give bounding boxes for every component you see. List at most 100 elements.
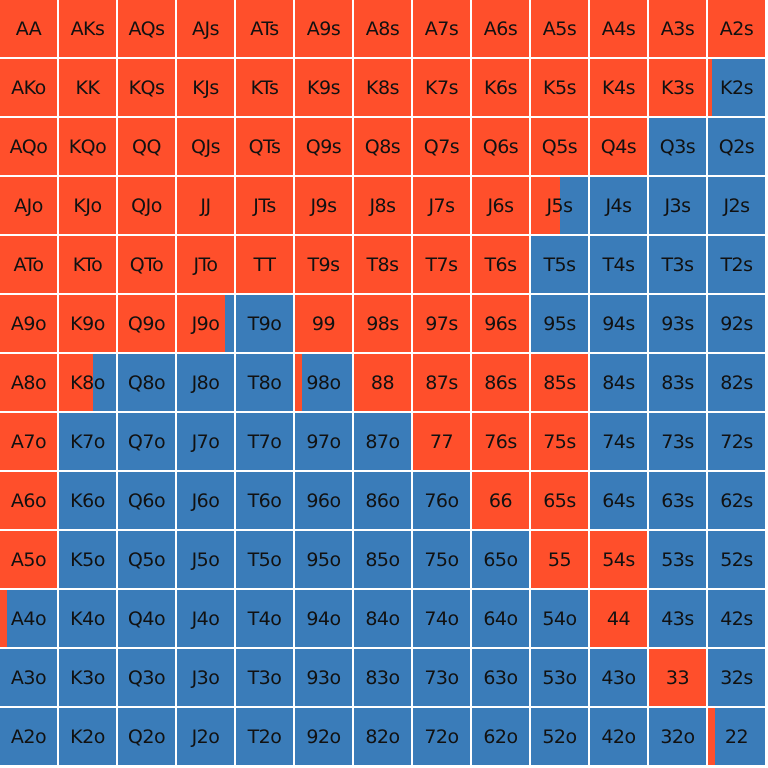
hand-cell-82o[interactable]: 82o <box>354 708 411 765</box>
hand-cell-22[interactable]: 22 <box>708 708 765 765</box>
hand-cell-q7o[interactable]: Q7o <box>118 413 175 470</box>
hand-cell-t2s[interactable]: T2s <box>708 236 765 293</box>
hand-cell-86s[interactable]: 86s <box>472 354 529 411</box>
hand-cell-jto[interactable]: JTo <box>177 236 234 293</box>
hand-cell-t9o[interactable]: T9o <box>236 295 293 352</box>
hand-cell-k5s[interactable]: K5s <box>531 59 588 116</box>
hand-cell-t8o[interactable]: T8o <box>236 354 293 411</box>
hand-cell-ats[interactable]: ATs <box>236 0 293 57</box>
hand-cell-q8s[interactable]: Q8s <box>354 118 411 175</box>
hand-cell-62o[interactable]: 62o <box>472 708 529 765</box>
hand-cell-64s[interactable]: 64s <box>590 472 647 529</box>
hand-cell-43s[interactable]: 43s <box>649 590 706 647</box>
hand-cell-98s[interactable]: 98s <box>354 295 411 352</box>
hand-cell-82s[interactable]: 82s <box>708 354 765 411</box>
hand-cell-a3s[interactable]: A3s <box>649 0 706 57</box>
hand-cell-aqo[interactable]: AQo <box>0 118 57 175</box>
hand-cell-73o[interactable]: 73o <box>413 649 470 706</box>
hand-cell-j3o[interactable]: J3o <box>177 649 234 706</box>
hand-cell-k5o[interactable]: K5o <box>59 531 116 588</box>
hand-cell-54s[interactable]: 54s <box>590 531 647 588</box>
hand-cell-k2s[interactable]: K2s <box>708 59 765 116</box>
hand-cell-q5o[interactable]: Q5o <box>118 531 175 588</box>
hand-cell-92s[interactable]: 92s <box>708 295 765 352</box>
hand-cell-ako[interactable]: AKo <box>0 59 57 116</box>
hand-cell-k8o[interactable]: K8o <box>59 354 116 411</box>
hand-cell-kk[interactable]: KK <box>59 59 116 116</box>
hand-cell-q9s[interactable]: Q9s <box>295 118 352 175</box>
hand-cell-97o[interactable]: 97o <box>295 413 352 470</box>
hand-cell-j6s[interactable]: J6s <box>472 177 529 234</box>
hand-cell-j2o[interactable]: J2o <box>177 708 234 765</box>
hand-cell-q8o[interactable]: Q8o <box>118 354 175 411</box>
hand-cell-q6o[interactable]: Q6o <box>118 472 175 529</box>
hand-cell-85s[interactable]: 85s <box>531 354 588 411</box>
hand-cell-a6s[interactable]: A6s <box>472 0 529 57</box>
hand-cell-q2s[interactable]: Q2s <box>708 118 765 175</box>
hand-cell-a8o[interactable]: A8o <box>0 354 57 411</box>
hand-cell-qjs[interactable]: QJs <box>177 118 234 175</box>
hand-cell-92o[interactable]: 92o <box>295 708 352 765</box>
hand-cell-94o[interactable]: 94o <box>295 590 352 647</box>
hand-cell-kjs[interactable]: KJs <box>177 59 234 116</box>
hand-cell-aa[interactable]: AA <box>0 0 57 57</box>
hand-cell-98o[interactable]: 98o <box>295 354 352 411</box>
hand-cell-k6s[interactable]: K6s <box>472 59 529 116</box>
hand-cell-66[interactable]: 66 <box>472 472 529 529</box>
hand-cell-kjo[interactable]: KJo <box>59 177 116 234</box>
hand-cell-65o[interactable]: 65o <box>472 531 529 588</box>
hand-cell-84o[interactable]: 84o <box>354 590 411 647</box>
hand-cell-85o[interactable]: 85o <box>354 531 411 588</box>
hand-cell-j5s[interactable]: J5s <box>531 177 588 234</box>
hand-cell-ajs[interactable]: AJs <box>177 0 234 57</box>
hand-cell-ato[interactable]: ATo <box>0 236 57 293</box>
hand-cell-k6o[interactable]: K6o <box>59 472 116 529</box>
hand-cell-k7o[interactable]: K7o <box>59 413 116 470</box>
hand-cell-93o[interactable]: 93o <box>295 649 352 706</box>
hand-cell-a4s[interactable]: A4s <box>590 0 647 57</box>
hand-cell-32o[interactable]: 32o <box>649 708 706 765</box>
hand-cell-q2o[interactable]: Q2o <box>118 708 175 765</box>
hand-cell-qts[interactable]: QTs <box>236 118 293 175</box>
hand-cell-83o[interactable]: 83o <box>354 649 411 706</box>
hand-cell-k7s[interactable]: K7s <box>413 59 470 116</box>
hand-cell-43o[interactable]: 43o <box>590 649 647 706</box>
hand-cell-ajo[interactable]: AJo <box>0 177 57 234</box>
hand-cell-kqs[interactable]: KQs <box>118 59 175 116</box>
hand-cell-t8s[interactable]: T8s <box>354 236 411 293</box>
hand-cell-k9o[interactable]: K9o <box>59 295 116 352</box>
hand-cell-33[interactable]: 33 <box>649 649 706 706</box>
hand-cell-qto[interactable]: QTo <box>118 236 175 293</box>
hand-cell-j6o[interactable]: J6o <box>177 472 234 529</box>
hand-cell-76o[interactable]: 76o <box>413 472 470 529</box>
hand-cell-qjo[interactable]: QJo <box>118 177 175 234</box>
hand-cell-t6s[interactable]: T6s <box>472 236 529 293</box>
hand-cell-k9s[interactable]: K9s <box>295 59 352 116</box>
hand-cell-65s[interactable]: 65s <box>531 472 588 529</box>
hand-cell-t2o[interactable]: T2o <box>236 708 293 765</box>
hand-cell-j4s[interactable]: J4s <box>590 177 647 234</box>
hand-cell-t3o[interactable]: T3o <box>236 649 293 706</box>
hand-cell-96s[interactable]: 96s <box>472 295 529 352</box>
hand-cell-44[interactable]: 44 <box>590 590 647 647</box>
hand-cell-72s[interactable]: 72s <box>708 413 765 470</box>
hand-cell-76s[interactable]: 76s <box>472 413 529 470</box>
hand-cell-j5o[interactable]: J5o <box>177 531 234 588</box>
hand-cell-86o[interactable]: 86o <box>354 472 411 529</box>
hand-cell-k4o[interactable]: K4o <box>59 590 116 647</box>
hand-cell-t5o[interactable]: T5o <box>236 531 293 588</box>
hand-cell-q5s[interactable]: Q5s <box>531 118 588 175</box>
hand-cell-j4o[interactable]: J4o <box>177 590 234 647</box>
hand-cell-87s[interactable]: 87s <box>413 354 470 411</box>
hand-cell-75s[interactable]: 75s <box>531 413 588 470</box>
hand-cell-a6o[interactable]: A6o <box>0 472 57 529</box>
hand-cell-84s[interactable]: 84s <box>590 354 647 411</box>
hand-cell-42o[interactable]: 42o <box>590 708 647 765</box>
hand-cell-74o[interactable]: 74o <box>413 590 470 647</box>
hand-cell-95o[interactable]: 95o <box>295 531 352 588</box>
hand-cell-kts[interactable]: KTs <box>236 59 293 116</box>
hand-cell-63o[interactable]: 63o <box>472 649 529 706</box>
hand-cell-a2s[interactable]: A2s <box>708 0 765 57</box>
hand-cell-tt[interactable]: TT <box>236 236 293 293</box>
hand-cell-t7s[interactable]: T7s <box>413 236 470 293</box>
